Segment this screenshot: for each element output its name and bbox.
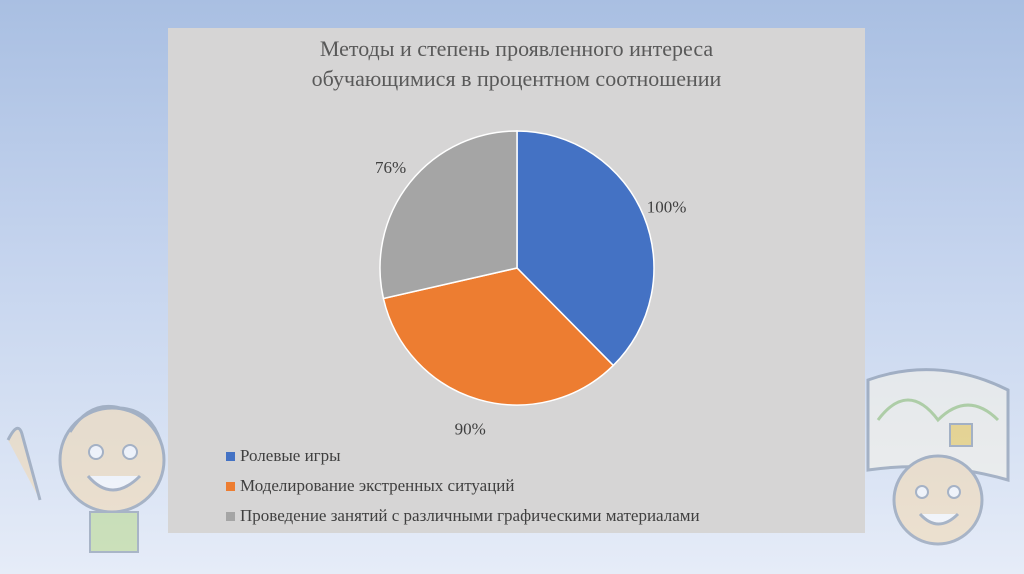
chart-title: Методы и степень проявленного интереса о… [168, 34, 865, 94]
data-label-emergency-modeling: 90% [455, 419, 486, 438]
children-illustration-right [866, 368, 1010, 546]
legend-item-emergency-modeling: Моделирование экстренных ситуаций [226, 471, 700, 501]
chart-legend: Ролевые игры Моделирование экстренных си… [226, 441, 700, 531]
chart-title-line-1: Методы и степень проявленного интереса [319, 36, 714, 61]
chart-title-line-2: обучающимися в процентном соотношении [311, 66, 722, 91]
legend-item-role-games: Ролевые игры [226, 441, 700, 471]
pie-slice-emergency-modeling [382, 267, 615, 406]
pie-chart: 100% 90% 76% [375, 130, 687, 438]
pie-slice-role-games [516, 130, 655, 367]
legend-swatch-emergency-modeling [226, 481, 235, 491]
legend-label-role-games: Ролевые игры [240, 446, 341, 465]
legend-label-emergency-modeling: Моделирование экстренных ситуаций [240, 476, 515, 495]
legend-swatch-role-games [226, 451, 235, 461]
data-label-role-games: 100% [647, 198, 687, 217]
legend-swatch-graphic-materials [226, 511, 235, 521]
pie-slice-graphic-materials [379, 130, 518, 300]
legend-item-graphic-materials: Проведение занятий с различными графичес… [226, 501, 700, 531]
children-illustration-left [6, 404, 166, 553]
chart-panel: Методы и степень проявленного интереса о… [168, 28, 865, 533]
data-label-graphic-materials: 76% [375, 158, 406, 177]
legend-label-graphic-materials: Проведение занятий с различными графичес… [240, 506, 700, 525]
